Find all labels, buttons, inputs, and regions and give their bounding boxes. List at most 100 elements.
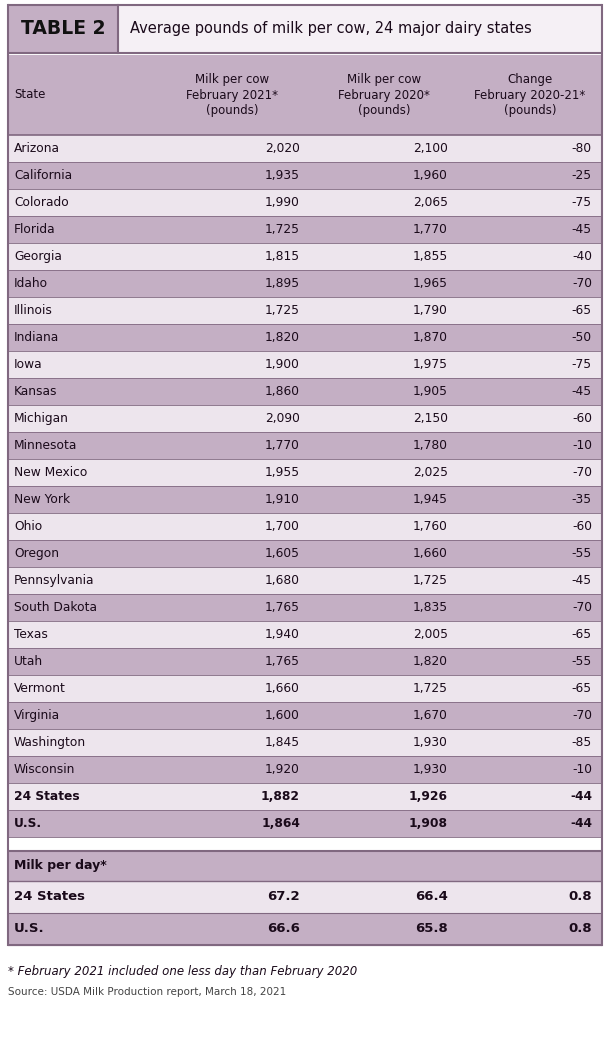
Text: 1,815: 1,815 <box>265 250 300 263</box>
Text: 2,005: 2,005 <box>413 628 448 641</box>
Text: 1,930: 1,930 <box>413 736 448 749</box>
Text: New York: New York <box>14 493 70 506</box>
Bar <box>8 782 602 810</box>
Text: Average pounds of milk per cow, 24 major dairy states: Average pounds of milk per cow, 24 major… <box>130 21 532 37</box>
Text: -45: -45 <box>572 574 592 587</box>
Text: -44: -44 <box>570 790 592 803</box>
Text: -70: -70 <box>572 277 592 290</box>
Text: 2,150: 2,150 <box>413 412 448 425</box>
Text: Utah: Utah <box>14 655 43 668</box>
Text: 1,900: 1,900 <box>265 358 300 371</box>
Bar <box>8 406 602 432</box>
Text: 67.2: 67.2 <box>267 890 300 904</box>
Bar <box>8 881 602 913</box>
Text: Washington: Washington <box>14 736 86 749</box>
Text: Wisconsin: Wisconsin <box>14 763 76 776</box>
Bar <box>8 486 602 513</box>
Text: 1,895: 1,895 <box>265 277 300 290</box>
Text: Milk per cow
February 2021*
(pounds): Milk per cow February 2021* (pounds) <box>187 73 279 117</box>
Text: Ohio: Ohio <box>14 520 42 533</box>
Text: 1,670: 1,670 <box>413 709 448 722</box>
Bar <box>8 216 602 243</box>
Text: State: State <box>14 89 45 101</box>
Text: Arizona: Arizona <box>14 142 60 155</box>
Text: -65: -65 <box>572 682 592 695</box>
Text: U.S.: U.S. <box>14 817 42 830</box>
Bar <box>8 432 602 459</box>
Text: 1,935: 1,935 <box>265 169 300 182</box>
Text: 1,605: 1,605 <box>265 547 300 560</box>
Bar <box>8 270 602 297</box>
Text: -85: -85 <box>572 736 592 749</box>
Text: -45: -45 <box>572 223 592 235</box>
Text: 1,760: 1,760 <box>413 520 448 533</box>
Bar <box>8 135 602 162</box>
Text: Change
February 2020-21*
(pounds): Change February 2020-21* (pounds) <box>475 73 586 117</box>
Bar <box>8 378 602 406</box>
Text: 1,990: 1,990 <box>265 196 300 209</box>
Text: 1,955: 1,955 <box>265 466 300 479</box>
Text: Pennsylvania: Pennsylvania <box>14 574 95 587</box>
Text: 1,660: 1,660 <box>413 547 448 560</box>
Text: 24 States: 24 States <box>14 890 85 904</box>
Bar <box>8 297 602 324</box>
Text: 2,065: 2,065 <box>413 196 448 209</box>
Bar <box>8 675 602 702</box>
Text: -10: -10 <box>572 439 592 452</box>
Bar <box>8 593 602 621</box>
Text: Kansas: Kansas <box>14 385 57 398</box>
Text: 2,020: 2,020 <box>265 142 300 155</box>
Text: 1,940: 1,940 <box>265 628 300 641</box>
Text: 1,765: 1,765 <box>265 601 300 614</box>
Bar <box>8 913 602 945</box>
Text: 1,910: 1,910 <box>265 493 300 506</box>
Text: 24 States: 24 States <box>14 790 80 803</box>
Text: 1,780: 1,780 <box>413 439 448 452</box>
Bar <box>8 513 602 540</box>
Text: -70: -70 <box>572 466 592 479</box>
Bar <box>8 567 602 593</box>
Text: -40: -40 <box>572 250 592 263</box>
Text: -60: -60 <box>572 412 592 425</box>
Bar <box>8 648 602 675</box>
Text: Source: USDA Milk Production report, March 18, 2021: Source: USDA Milk Production report, Mar… <box>8 987 286 997</box>
Text: Virginia: Virginia <box>14 709 60 722</box>
Text: 2,100: 2,100 <box>413 142 448 155</box>
Text: 1,725: 1,725 <box>265 223 300 235</box>
Bar <box>8 540 602 567</box>
Text: 2,025: 2,025 <box>413 466 448 479</box>
Text: 1,820: 1,820 <box>265 331 300 344</box>
Bar <box>8 162 602 189</box>
Text: Iowa: Iowa <box>14 358 43 371</box>
Text: 1,845: 1,845 <box>265 736 300 749</box>
Text: Vermont: Vermont <box>14 682 66 695</box>
Text: Florida: Florida <box>14 223 56 235</box>
Text: -25: -25 <box>572 169 592 182</box>
Text: -75: -75 <box>572 196 592 209</box>
Text: California: California <box>14 169 72 182</box>
Text: Indiana: Indiana <box>14 331 59 344</box>
Text: Oregon: Oregon <box>14 547 59 560</box>
Text: 1,725: 1,725 <box>265 304 300 317</box>
Bar <box>8 55 602 135</box>
Text: 1,600: 1,600 <box>265 709 300 722</box>
Bar <box>8 243 602 270</box>
Text: 66.6: 66.6 <box>267 923 300 936</box>
Text: -75: -75 <box>572 358 592 371</box>
Text: 1,855: 1,855 <box>413 250 448 263</box>
Bar <box>8 729 602 756</box>
Text: 1,770: 1,770 <box>265 439 300 452</box>
Text: 1,700: 1,700 <box>265 520 300 533</box>
Text: 1,860: 1,860 <box>265 385 300 398</box>
Text: -55: -55 <box>572 655 592 668</box>
Bar <box>8 189 602 216</box>
Text: Texas: Texas <box>14 628 48 641</box>
Text: 1,882: 1,882 <box>261 790 300 803</box>
Bar <box>8 459 602 486</box>
Text: -50: -50 <box>572 331 592 344</box>
Text: 1,765: 1,765 <box>265 655 300 668</box>
Text: 1,965: 1,965 <box>413 277 448 290</box>
Text: 1,975: 1,975 <box>413 358 448 371</box>
Bar <box>8 5 118 53</box>
Text: Milk per cow
February 2020*
(pounds): Milk per cow February 2020* (pounds) <box>338 73 430 117</box>
